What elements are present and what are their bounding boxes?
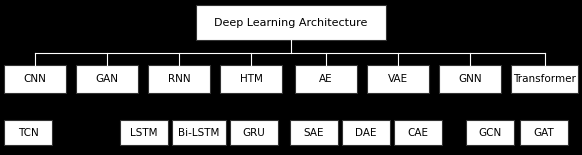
Bar [439, 65, 501, 93]
Text: TCN: TCN [17, 128, 38, 137]
Bar [367, 65, 429, 93]
Text: VAE: VAE [388, 74, 408, 84]
Text: HTM: HTM [240, 74, 262, 84]
Bar [196, 5, 386, 40]
Bar [120, 120, 168, 145]
Bar [4, 120, 52, 145]
Bar [394, 120, 442, 145]
Bar [520, 120, 568, 145]
Bar [466, 120, 514, 145]
Bar [148, 65, 210, 93]
Text: Bi-LSTM: Bi-LSTM [178, 128, 219, 137]
Text: AE: AE [319, 74, 333, 84]
Bar [220, 65, 282, 93]
Bar [511, 65, 578, 93]
Text: GCN: GCN [478, 128, 502, 137]
Text: Transformer: Transformer [513, 74, 576, 84]
Bar [76, 65, 138, 93]
Bar [290, 120, 338, 145]
Bar [295, 65, 357, 93]
Text: CAE: CAE [407, 128, 428, 137]
Bar [4, 65, 66, 93]
Bar [172, 120, 226, 145]
Text: SAE: SAE [304, 128, 324, 137]
Text: GAN: GAN [95, 74, 119, 84]
Text: Deep Learning Architecture: Deep Learning Architecture [214, 18, 368, 27]
Text: GRU: GRU [243, 128, 265, 137]
Bar [230, 120, 278, 145]
Bar [342, 120, 390, 145]
Text: GNN: GNN [458, 74, 482, 84]
Text: RNN: RNN [168, 74, 190, 84]
Text: GAT: GAT [534, 128, 555, 137]
Text: DAE: DAE [355, 128, 377, 137]
Text: CNN: CNN [23, 74, 47, 84]
Text: LSTM: LSTM [130, 128, 158, 137]
